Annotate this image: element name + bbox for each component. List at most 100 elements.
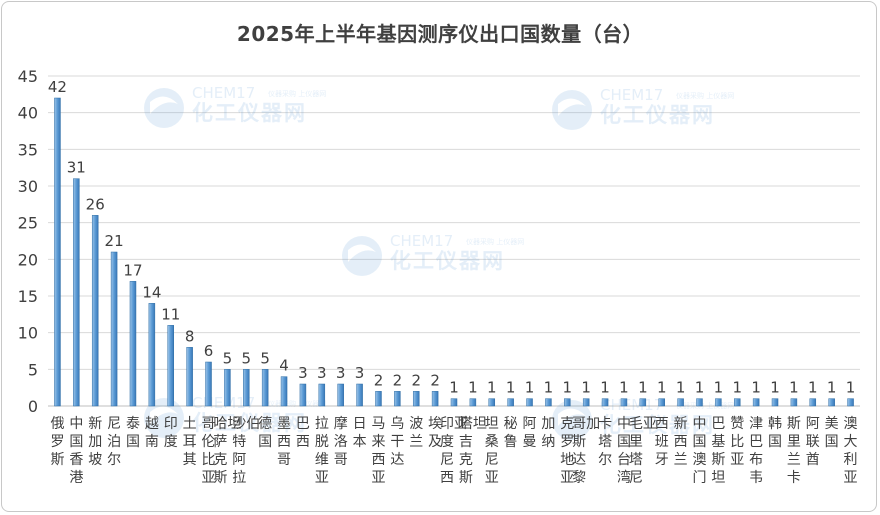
bar	[545, 398, 552, 407]
bar	[734, 398, 741, 407]
data-label: 26	[86, 195, 105, 213]
data-label: 42	[48, 78, 67, 96]
watermark-logo	[144, 398, 184, 438]
bar	[847, 398, 854, 407]
data-label: 5	[260, 349, 270, 367]
x-tick-label: 哥伦比亚	[202, 416, 216, 486]
x-tick-label: 津巴布韦	[749, 416, 763, 486]
x-tick-label: 摩洛哥	[334, 415, 348, 468]
x-tick-label: 马来西亚	[371, 416, 385, 486]
y-tick-label: 20	[18, 250, 38, 269]
x-tick-label: 卡塔尔	[598, 416, 612, 468]
data-label: 5	[223, 349, 233, 367]
x-tick-label: 俄罗斯	[50, 416, 64, 468]
data-label: 1	[714, 379, 724, 397]
bar	[356, 383, 363, 407]
data-label: 1	[468, 379, 478, 397]
bar	[318, 383, 326, 407]
y-tick-label: 5	[28, 360, 38, 379]
x-tick-label: 中国台湾	[617, 416, 631, 486]
bar	[375, 391, 382, 407]
watermark-logo	[552, 90, 592, 130]
bars	[54, 97, 854, 407]
chart-title: 2025年上半年基因测序仪出口国数量（台）	[236, 22, 644, 46]
data-label: 2	[430, 371, 440, 389]
data-label: 3	[298, 364, 308, 382]
bar	[243, 369, 250, 407]
watermark-tagline: 仪器采购 上仪器网	[676, 401, 734, 410]
bar	[450, 398, 458, 407]
y-tick-label: 25	[18, 214, 38, 233]
bar	[639, 398, 647, 407]
data-label: 1	[638, 379, 648, 397]
data-label: 1	[506, 379, 516, 397]
data-label: 1	[657, 379, 667, 397]
bar	[412, 391, 420, 407]
x-tick-label: 尼泊尔	[107, 416, 121, 468]
bar	[394, 391, 401, 407]
watermark-brand: CHEM17	[390, 232, 453, 250]
data-label: 31	[67, 159, 86, 177]
x-tick-label: 印度	[164, 416, 178, 450]
data-label: 1	[563, 379, 573, 397]
watermark-logo-swoosh	[558, 98, 586, 116]
data-label: 6	[204, 342, 214, 360]
watermark-logo-swoosh	[150, 96, 178, 114]
bar	[526, 398, 533, 407]
bar	[110, 251, 118, 407]
bar	[205, 361, 212, 407]
data-label: 1	[789, 379, 799, 397]
y-tick-label: 0	[28, 397, 38, 416]
x-tick-label: 巴基斯坦	[711, 416, 725, 486]
bar	[469, 398, 477, 407]
watermark-logo	[342, 236, 382, 276]
x-tick-label: 埃及	[428, 416, 442, 450]
watermark-logo	[144, 88, 184, 128]
bar	[129, 281, 137, 407]
bar	[809, 398, 817, 407]
x-tick-label: 沙特阿拉伯	[232, 416, 260, 486]
watermark-logo	[552, 400, 592, 440]
data-label: 2	[411, 371, 421, 389]
watermark-tagline: 仪器采购 上仪器网	[466, 237, 524, 246]
bar	[431, 391, 439, 407]
watermark-brand: CHEM17	[600, 86, 663, 104]
data-label: 1	[449, 379, 459, 397]
watermark-tagline: 仪器采购 上仪器网	[676, 91, 734, 100]
bar	[167, 325, 174, 407]
y-tick-label: 10	[18, 324, 38, 343]
watermark-logo-swoosh	[150, 406, 178, 424]
bar	[186, 347, 193, 407]
watermark-name: 化工仪器网	[390, 249, 505, 273]
x-tick-label: 澳大利亚	[844, 416, 858, 486]
data-label: 17	[123, 261, 142, 279]
bar	[73, 178, 80, 407]
x-tick-label: 加纳	[541, 416, 555, 450]
watermark-name: 化工仪器网	[600, 103, 715, 127]
watermark-name: 化工仪器网	[600, 413, 715, 437]
y-tick-label: 40	[18, 104, 38, 123]
x-tick-label: 坦桑尼亚	[485, 416, 499, 486]
y-tick-label: 35	[18, 140, 38, 159]
watermark-name: 化工仪器网	[192, 411, 307, 435]
y-tick-label: 45	[18, 67, 38, 86]
bar	[790, 398, 798, 407]
watermark-tagline: 仪器采购 上仪器网	[268, 399, 326, 408]
x-tick-label: 西班牙	[655, 416, 669, 468]
x-tick-label: 印度尼西亚	[440, 416, 468, 486]
data-label: 4	[279, 357, 289, 375]
y-tick-label: 30	[18, 177, 38, 196]
y-tick-label: 15	[18, 287, 38, 306]
x-tick-label: 阿曼	[523, 416, 537, 450]
data-label: 2	[374, 371, 384, 389]
bar	[582, 398, 590, 407]
data-label: 11	[161, 305, 180, 323]
bar	[620, 398, 628, 407]
y-axis-ticks: 0 5 10 15 20 25 30 35 40 45	[18, 67, 38, 416]
